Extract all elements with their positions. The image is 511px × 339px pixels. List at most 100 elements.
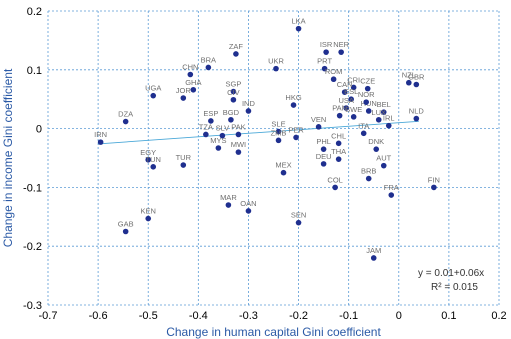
data-point <box>225 202 232 208</box>
point-label: MEX <box>275 161 291 170</box>
data-point <box>320 146 327 152</box>
point-label: CRI <box>347 75 360 84</box>
y-tick-label: 0.2 <box>27 6 42 18</box>
point-label: VEN <box>311 115 326 124</box>
data-point <box>280 169 287 176</box>
point-label: ESP <box>203 109 218 118</box>
grid-lines <box>47 10 500 306</box>
point-label: JOR <box>176 86 192 95</box>
point-label: BGD <box>223 108 240 117</box>
data-point <box>385 122 392 129</box>
point-label: MYS <box>210 136 226 145</box>
point-label: HKG <box>285 93 301 102</box>
data-point <box>413 81 420 88</box>
data-point <box>145 215 152 222</box>
data-point <box>380 162 387 169</box>
data-point <box>122 228 129 235</box>
data-point <box>230 96 237 103</box>
tick-labels: -0.7 -0.6 -0.5 -0.4 -0.3 -0.2 -0.1 0 0.1 0.2 -0.3 -… <box>23 6 507 322</box>
y-tick-label: -0.3 <box>23 300 42 312</box>
point-label: SLE <box>271 120 285 129</box>
point-label: JAM <box>366 246 381 255</box>
data-point <box>330 76 337 83</box>
data-point <box>335 140 342 147</box>
data-point <box>388 192 395 198</box>
data-point <box>363 99 370 105</box>
data-point <box>335 156 342 162</box>
point-label: GBR <box>408 73 425 82</box>
data-point <box>245 208 252 214</box>
point-label: CAN <box>337 80 353 89</box>
point-label: NOR <box>358 90 375 99</box>
point-label: NZL <box>402 71 416 80</box>
point-label: ISR <box>320 40 333 49</box>
point-label: CIV <box>227 88 240 97</box>
point-label: ZMB <box>271 128 287 137</box>
data-point <box>370 255 377 261</box>
data-point <box>413 115 420 122</box>
data-point <box>406 79 412 86</box>
x-axis-title: Change in human capital Gini coefficient <box>166 325 381 339</box>
point-label: IRN <box>94 130 107 139</box>
data-point <box>364 85 371 92</box>
point-label: TUN <box>146 155 161 164</box>
y-axis-title: Change in income Gini coefficient <box>1 68 15 247</box>
data-point <box>350 84 357 91</box>
point-label: KEN <box>141 207 156 216</box>
data-point <box>338 49 344 55</box>
point-label: LUX <box>371 108 386 117</box>
data-point <box>233 51 239 57</box>
data-point <box>245 108 252 114</box>
data-point <box>343 105 349 111</box>
point-label: ROM <box>325 67 343 76</box>
point-label: PRT <box>317 57 332 66</box>
y-tick-label: -0.2 <box>23 241 42 253</box>
x-tick-label: -0.4 <box>189 310 208 322</box>
data-point <box>150 164 157 170</box>
point-label: SEN <box>291 211 306 220</box>
data-point <box>97 139 104 145</box>
point-label: IRL <box>383 114 395 123</box>
point-label: FIN <box>428 175 440 184</box>
x-tick-label: 0.1 <box>441 310 456 322</box>
x-tick-label: -0.7 <box>39 310 58 322</box>
point-label: SGP <box>225 80 241 89</box>
data-point <box>290 102 297 108</box>
point-label: ITA <box>358 121 369 130</box>
trend-equation: y = 0.01+0.06x <box>418 268 484 279</box>
data-point <box>295 219 302 226</box>
point-label: TZA <box>199 122 213 131</box>
point-label: USA <box>338 96 353 105</box>
data-point <box>295 25 302 32</box>
x-tick-label: -0.2 <box>289 310 308 322</box>
data-point <box>190 86 197 93</box>
point-label: SWE <box>345 105 362 114</box>
data-point <box>373 146 380 152</box>
x-tick-label: 0.2 <box>491 310 506 322</box>
data-point <box>275 137 282 144</box>
data-point <box>215 145 222 151</box>
data-point <box>365 108 372 114</box>
point-label: TUR <box>176 153 192 162</box>
data-point <box>321 65 328 72</box>
point-label: FRA <box>384 183 399 192</box>
point-label: CHN <box>182 63 198 72</box>
point-label: ESL <box>344 87 358 96</box>
data-point <box>203 131 209 138</box>
point-label: MWI <box>231 140 246 149</box>
point-label: GHA <box>185 78 201 87</box>
point-label: DNK <box>368 137 384 146</box>
point-label: DEU <box>316 152 332 161</box>
data-point <box>315 124 322 130</box>
x-tick-label: -0.5 <box>139 310 158 322</box>
data-point <box>275 128 282 135</box>
y-tick-label: 0.1 <box>27 65 42 77</box>
x-tick-label: -0.3 <box>239 310 258 322</box>
point-label: UGA <box>145 84 161 93</box>
point-label: IND <box>242 99 256 108</box>
trendline <box>98 120 419 145</box>
point-label: PAN <box>332 104 347 113</box>
point-label: DZA <box>118 110 133 119</box>
y-tick-label: 0 <box>36 124 42 136</box>
point-label: HUN <box>361 99 377 108</box>
